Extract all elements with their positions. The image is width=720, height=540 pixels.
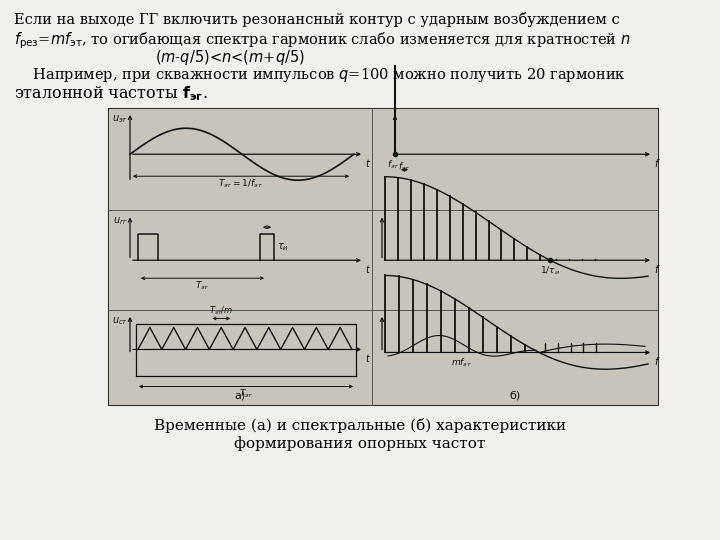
Text: $f$: $f$ (654, 263, 661, 275)
Text: $mf_{эт}$: $mf_{эт}$ (451, 356, 473, 369)
Text: $T_{эт}=1/f_{эт}$: $T_{эт}=1/f_{эт}$ (218, 177, 264, 190)
Text: $\tau_{и}$: $\tau_{и}$ (277, 241, 289, 253)
Text: $T_{эт}/m$: $T_{эт}/m$ (209, 305, 233, 318)
Text: а): а) (235, 390, 246, 400)
Text: эталонной частоты $\mathbf{f}_{\mathbf{эг}}$.: эталонной частоты $\mathbf{f}_{\mathbf{э… (14, 84, 208, 103)
Text: $t$: $t$ (365, 263, 371, 275)
Text: формирования опорных частот: формирования опорных частот (234, 436, 486, 451)
Text: Если на выходе ГГ включить резонансный контур с ударным возбуждением с: Если на выходе ГГ включить резонансный к… (14, 12, 620, 27)
Text: $t$: $t$ (365, 157, 371, 169)
Text: $T_{эт}$: $T_{эт}$ (195, 279, 210, 292)
Text: $f_{\rm рез}$=$mf_{\rm эт}$, то огибающая спектра гармоник слабо изменяется для : $f_{\rm рез}$=$mf_{\rm эт}$, то огибающа… (14, 30, 631, 51)
Text: Например, при скважности импульсов $q$=100 можно получить 20 гармоник: Например, при скважности импульсов $q$=1… (14, 66, 626, 84)
Text: $f$: $f$ (654, 355, 661, 368)
Bar (108, 108, 658, 405)
Text: $u_{ст}$: $u_{ст}$ (112, 315, 128, 327)
Text: $u_{эт}$: $u_{эт}$ (112, 113, 128, 125)
Text: $f$: $f$ (654, 157, 661, 169)
Text: $f_{эт}$: $f_{эт}$ (387, 158, 400, 171)
Text: $T_{эт}$: $T_{эт}$ (238, 388, 253, 400)
Text: Временные (а) и спектральные (б) характеристики: Временные (а) и спектральные (б) характе… (154, 418, 566, 433)
Text: б): б) (509, 390, 521, 400)
Text: $(m$-$q/5)$<$n$<$(m$+$q/5)$: $(m$-$q/5)$<$n$<$(m$+$q/5)$ (155, 48, 305, 67)
Text: $f_{эт}$: $f_{эт}$ (398, 161, 410, 173)
Text: $u_{гг}$: $u_{гг}$ (112, 215, 128, 227)
Text: $t$: $t$ (365, 353, 371, 364)
Text: $1/\tau_{и}$: $1/\tau_{и}$ (540, 264, 560, 276)
